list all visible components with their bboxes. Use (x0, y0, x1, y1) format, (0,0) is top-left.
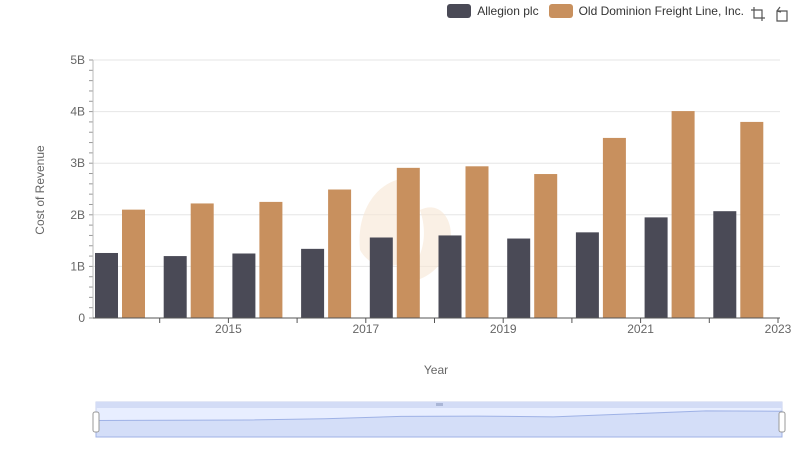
crop-icon[interactable] (750, 6, 766, 22)
bar (438, 235, 462, 318)
y-tick-label: 4B (70, 105, 85, 119)
navigator-area (95, 410, 783, 438)
legend: Allegion plc Old Dominion Freight Line, … (447, 4, 744, 18)
y-tick-label: 0 (78, 311, 85, 325)
range-navigator[interactable] (92, 401, 786, 438)
bar (465, 166, 489, 318)
navigator-handle[interactable] (778, 411, 786, 433)
x-tick-label: 2017 (352, 322, 379, 336)
y-tick-label: 3B (70, 156, 85, 170)
bar (163, 256, 187, 318)
bar (713, 211, 737, 318)
y-tick-label: 1B (70, 259, 85, 273)
bar (328, 189, 352, 318)
bar (644, 217, 668, 318)
x-axis: 2015 2017 2019 2021 2023 (93, 317, 792, 336)
y-tick-label: 5B (70, 53, 85, 67)
legend-swatch-allegion (447, 4, 472, 18)
y-tick-label: 2B (70, 208, 85, 222)
x-axis-title: Year (424, 363, 448, 377)
reset-icon[interactable] (774, 6, 790, 22)
bar (575, 232, 599, 318)
x-tick-label: 2021 (627, 322, 654, 336)
legend-item-allegion[interactable]: Allegion plc (447, 4, 539, 18)
y-axis: 0 1B 2B 3B 4B 5B (70, 53, 94, 325)
x-tick-label: 2019 (490, 322, 517, 336)
bar (671, 111, 695, 318)
bar (122, 209, 145, 318)
bar (534, 174, 558, 318)
bar (602, 137, 626, 318)
navigator-handle[interactable] (92, 411, 100, 433)
watermark-shape (400, 207, 451, 282)
legend-item-odfl[interactable]: Old Dominion Freight Line, Inc. (548, 4, 744, 18)
bar (232, 253, 256, 318)
x-tick-label: 2023 (765, 322, 792, 336)
bar (507, 238, 531, 318)
y-axis-title: Cost of Revenue (33, 145, 47, 235)
bars-group (95, 111, 764, 318)
bar (369, 237, 393, 318)
bar (301, 248, 325, 318)
legend-swatch-odfl (548, 4, 573, 18)
legend-label-odfl: Old Dominion Freight Line, Inc. (578, 4, 744, 18)
bar (95, 252, 118, 318)
bar (740, 121, 764, 318)
chart-toolbar (750, 6, 790, 22)
legend-label-allegion: Allegion plc (477, 4, 539, 18)
x-tick-label: 2015 (215, 322, 242, 336)
navigator-grip (436, 403, 443, 406)
bar (396, 167, 420, 318)
bar (259, 201, 283, 318)
bar (190, 203, 214, 318)
